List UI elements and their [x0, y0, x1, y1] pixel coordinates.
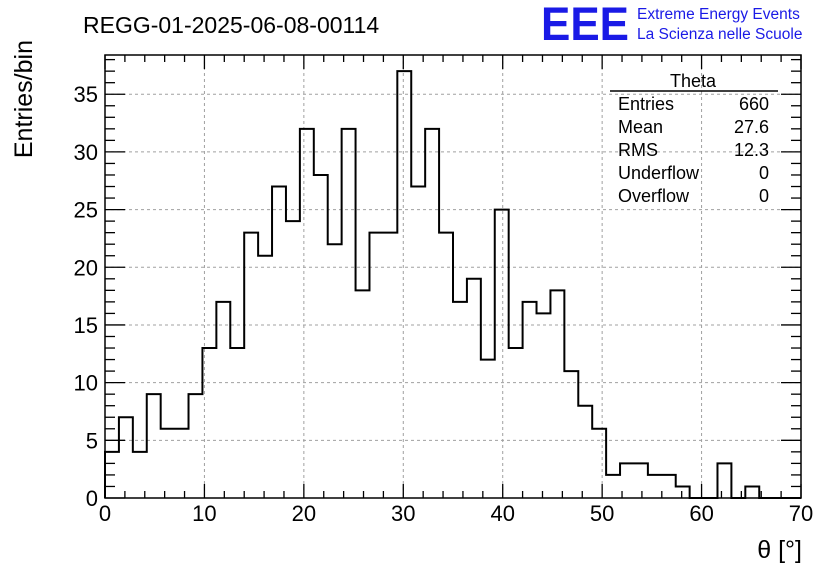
y-tick-label-0: 0: [86, 486, 98, 511]
stats-value-overflow: 0: [759, 186, 769, 206]
stats-label-mean: Mean: [618, 117, 663, 137]
logo-mark: EEE: [541, 0, 629, 50]
chart-title: REGG-01-2025-06-08-00114: [83, 12, 379, 38]
eee-logo: EEE Extreme Energy Events La Scienza nel…: [541, 0, 802, 50]
stats-box: Theta Entries 660 Mean 27.6 RMS 12.3 Underflow…: [610, 71, 778, 206]
x-tick-label-5: 50: [590, 501, 614, 526]
logo-line-1: Extreme Energy Events: [637, 6, 800, 23]
x-tick-label-7: 70: [789, 501, 813, 526]
x-tick-label-0: 0: [99, 501, 111, 526]
stats-rows: Entries 660 Mean 27.6 RMS 12.3 Underflow 0 Overf…: [618, 94, 769, 206]
y-tick-label-2: 10: [74, 371, 98, 396]
y-tick-label-4: 20: [74, 255, 98, 280]
y-tick-label-1: 5: [86, 428, 98, 453]
histogram-outline: [104, 70, 801, 499]
plot-frame: [104, 54, 802, 499]
stats-value-mean: 27.6: [734, 117, 769, 137]
x-tick-label-2: 20: [292, 501, 316, 526]
stats-label-entries: Entries: [618, 94, 674, 114]
x-tick-label-1: 10: [192, 501, 216, 526]
stats-label-underflow: Underflow: [618, 163, 700, 183]
stats-value-entries: 660: [739, 94, 769, 114]
y-tick-label-3: 15: [74, 313, 98, 338]
logo-line-2: La Scienza nelle Scuole: [637, 26, 802, 43]
axis-ticks: [104, 55, 802, 499]
y-tick-labels: 0 5 10 15 20 25 30 35: [74, 82, 98, 511]
stats-label-rms: RMS: [618, 140, 658, 160]
x-tick-labels: 0 10 20 30 40 50 60 70: [99, 501, 813, 526]
x-tick-label-4: 40: [490, 501, 514, 526]
stats-title: Theta: [670, 71, 717, 91]
y-axis-label: Entries/bin: [10, 40, 38, 158]
x-tick-label-6: 60: [689, 501, 713, 526]
y-tick-label-7: 35: [74, 82, 98, 107]
x-tick-label-3: 30: [391, 501, 415, 526]
x-axis-label: θ [°]: [757, 536, 802, 564]
stats-value-rms: 12.3: [734, 140, 769, 160]
stats-value-underflow: 0: [759, 163, 769, 183]
y-tick-label-6: 30: [74, 140, 98, 165]
stats-label-overflow: Overflow: [618, 186, 690, 206]
y-tick-label-5: 25: [74, 198, 98, 223]
